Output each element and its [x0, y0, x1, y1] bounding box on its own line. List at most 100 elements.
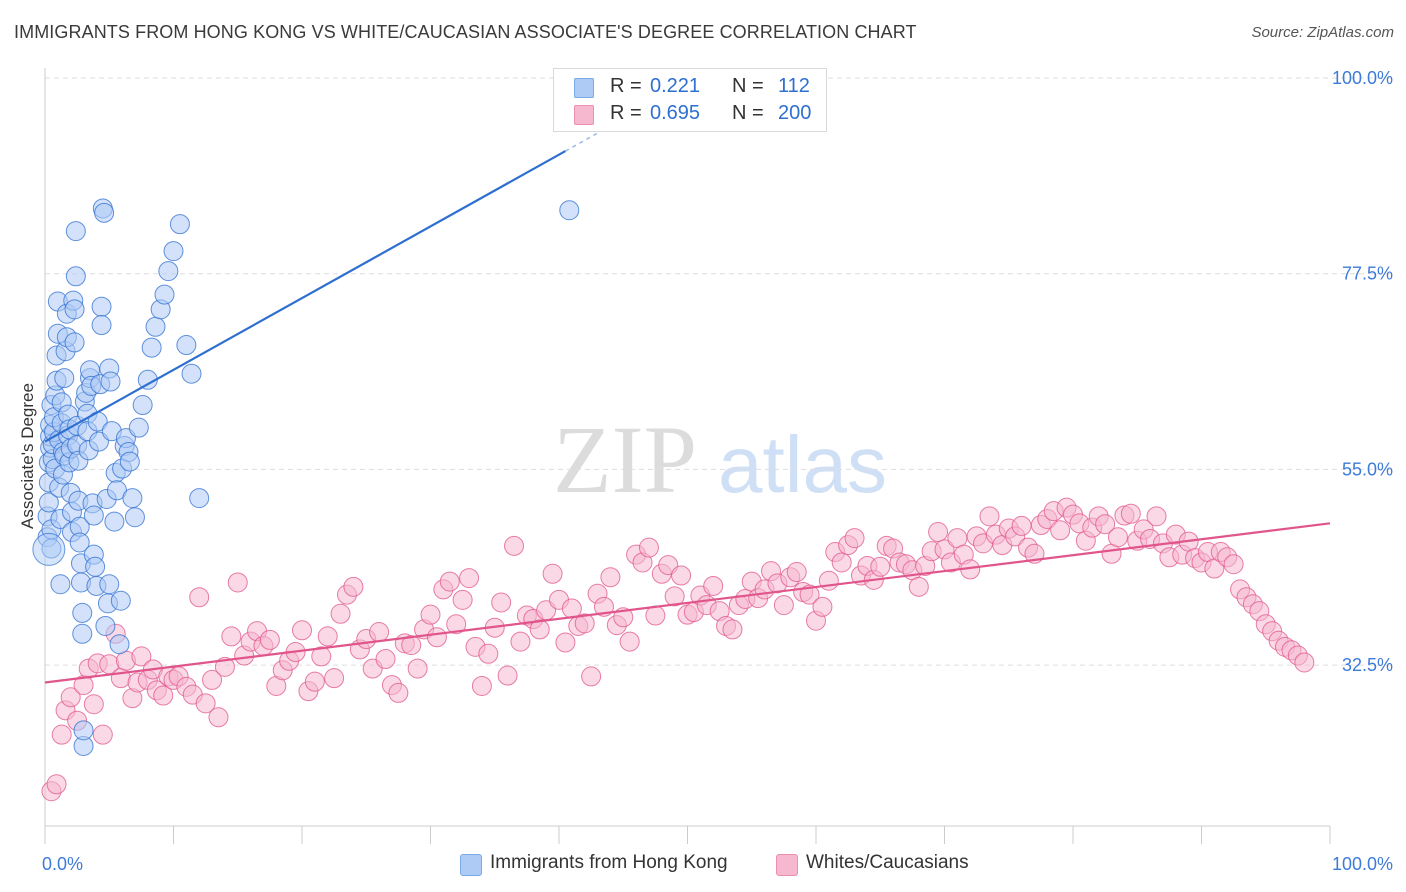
- legend-n-label: N =: [732, 102, 764, 124]
- hongkong-point-24: [50, 574, 71, 595]
- whites-point-60: [401, 635, 422, 656]
- whites-point-94: [619, 631, 640, 652]
- whites-point-55: [369, 622, 390, 643]
- whites-point-72: [478, 643, 499, 664]
- whites-point-2: [51, 724, 72, 745]
- hongkong-point-83: [100, 371, 121, 392]
- whites-point-61: [407, 658, 428, 679]
- whites-point-101: [664, 586, 685, 607]
- whites-point-127: [831, 552, 852, 573]
- whites-point-125: [818, 570, 839, 591]
- watermark-atlas: atlas: [718, 420, 887, 509]
- whites-point-63: [420, 604, 441, 625]
- whites-point-32: [221, 626, 242, 647]
- y-tick-label-1: 55.0%: [1342, 459, 1393, 479]
- legend-n-value-whites: 200: [778, 102, 812, 124]
- whites-point-97: [638, 537, 659, 558]
- whites-point-27: [189, 587, 210, 608]
- whites-point-98: [645, 605, 666, 626]
- whites-point-80: [529, 619, 550, 640]
- whites-point-1: [46, 774, 67, 795]
- hongkong-point-94: [119, 451, 140, 472]
- bottom-legend-swatch-whites: [776, 854, 798, 876]
- hongkong-point-100: [141, 337, 162, 358]
- whites-point-66: [439, 571, 460, 592]
- whites-point-67: [446, 614, 467, 635]
- whites-point-199: [1294, 652, 1315, 673]
- chart-title: IMMIGRANTS FROM HONG KONG VS WHITE/CAUCA…: [14, 22, 917, 42]
- whites-point-102: [671, 565, 692, 586]
- whites-point-29: [202, 669, 223, 690]
- whites-point-84: [555, 632, 576, 653]
- whites-point-8: [83, 694, 104, 715]
- legend-swatch-whites: [574, 105, 594, 125]
- hongkong-point-105: [163, 241, 184, 262]
- trend-line-hongkong: [44, 150, 566, 443]
- whites-point-33: [227, 572, 248, 593]
- hongkong-point-45: [65, 266, 86, 287]
- hongkong-point-103: [154, 284, 175, 305]
- whites-point-74: [491, 592, 512, 613]
- y-tick-label-3: 100.0%: [1332, 68, 1393, 88]
- whites-point-45: [304, 671, 325, 692]
- hongkong-point-96: [124, 507, 145, 528]
- whites-point-170: [1107, 527, 1128, 548]
- whites-point-88: [581, 666, 602, 687]
- hongkong-point-98: [132, 395, 153, 416]
- hongkong-point-78: [94, 202, 115, 223]
- whites-point-28: [195, 693, 216, 714]
- hongkong-point-79: [95, 615, 116, 636]
- hongkong-point-109: [189, 488, 210, 509]
- whites-point-133: [870, 556, 891, 577]
- hongkong-point-large: [32, 532, 66, 566]
- bottom-legend-label-hongkong: Immigrants from Hong Kong: [490, 852, 728, 873]
- whites-point-48: [324, 668, 345, 689]
- hongkong-point-108: [181, 363, 202, 384]
- whites-point-129: [844, 528, 865, 549]
- whites-point-10: [92, 724, 113, 745]
- hongkong-point-104: [158, 261, 179, 282]
- whites-point-87: [574, 613, 595, 634]
- legend-r-value-whites: 0.695: [650, 102, 701, 124]
- hongkong-point-68: [83, 505, 104, 526]
- hongkong-point-85: [104, 511, 125, 532]
- y-tick-label-2: 77.5%: [1342, 264, 1393, 284]
- whites-point-168: [1095, 514, 1116, 535]
- whites-point-49: [330, 603, 351, 624]
- whites-point-17: [131, 646, 152, 667]
- bottom-legend-swatch-hongkong: [460, 854, 482, 876]
- whites-point-71: [471, 675, 492, 696]
- hongkong-point-101: [145, 316, 166, 337]
- hongkong-point-97: [128, 417, 149, 438]
- legend-r-value-hongkong: 0.221: [650, 75, 701, 97]
- whites-point-85: [561, 598, 582, 619]
- hongkong-point-95: [122, 488, 143, 509]
- whites-point-150: [979, 506, 1000, 527]
- hongkong-point-75: [91, 296, 112, 317]
- hongkong-point-89: [110, 590, 131, 611]
- whites-point-172: [1120, 503, 1141, 524]
- tick-labels: 32.5% 55.0% 77.5% 100.0% 0.0% 100.0%: [42, 68, 1393, 874]
- hongkong-point-88: [109, 634, 130, 655]
- hongkong-point-52: [69, 532, 90, 553]
- x-tick-label-0: 0.0%: [42, 854, 83, 874]
- whites-point-77: [510, 631, 531, 652]
- hongkong-point-44: [64, 332, 85, 353]
- whites-point-51: [343, 576, 364, 597]
- whites-point-43: [292, 620, 312, 641]
- hongkong-point-2: [38, 492, 59, 513]
- whites-point-188: [1223, 554, 1244, 575]
- whites-point-69: [459, 568, 480, 589]
- y-tick-label-0: 32.5%: [1342, 655, 1393, 675]
- correlation-legend: R = 0.221 N = 112 R = 0.695 N = 200: [553, 68, 827, 132]
- hongkong-point-107: [176, 335, 197, 356]
- hongkong-point-70: [85, 556, 106, 577]
- watermark-zip: ZIP: [553, 406, 697, 513]
- whites-point-82: [542, 563, 563, 584]
- whites-point-110: [722, 619, 743, 640]
- whites-points: [41, 497, 1315, 802]
- trend-line-whites: [44, 522, 1331, 684]
- bottom-legend-label-whites: Whites/Caucasians: [806, 852, 969, 873]
- whites-point-142: [928, 522, 949, 543]
